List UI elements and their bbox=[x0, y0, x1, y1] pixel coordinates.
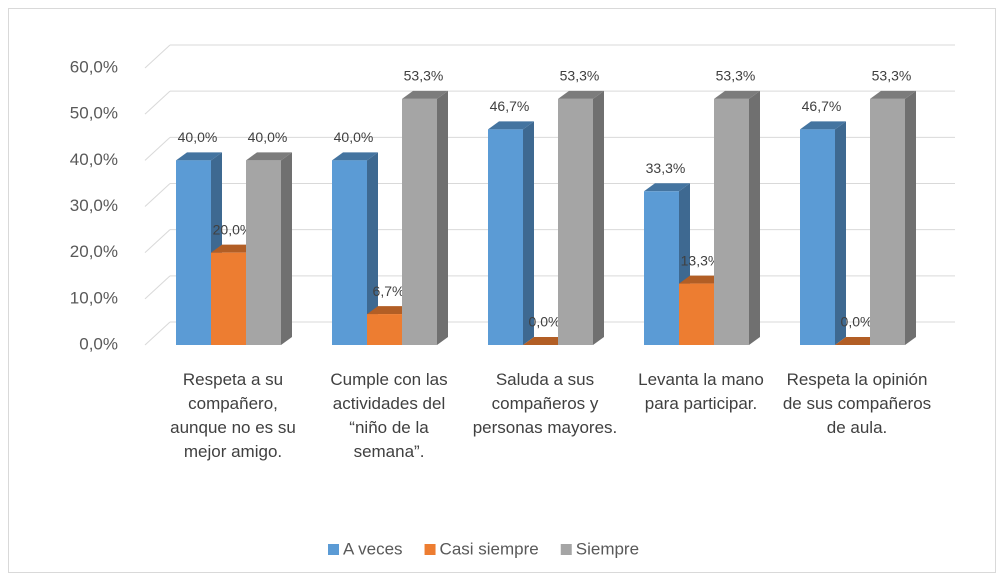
grid-line-side bbox=[144, 275, 171, 300]
bar-top bbox=[714, 90, 760, 99]
grid-line-side bbox=[144, 44, 171, 69]
bar bbox=[714, 98, 749, 345]
legend-swatch bbox=[328, 544, 339, 555]
x-tick-label: Saluda a sus compañeros y personas mayor… bbox=[472, 370, 618, 437]
data-label: 53,3% bbox=[404, 68, 444, 84]
data-label: 40,0% bbox=[334, 129, 374, 145]
bar-top bbox=[523, 337, 569, 345]
bar bbox=[246, 160, 281, 345]
bar bbox=[679, 283, 714, 345]
bar-top bbox=[176, 152, 222, 161]
chart-border bbox=[8, 8, 996, 573]
x-tick-label: Cumple con las actividades del “niño de … bbox=[330, 370, 448, 461]
grid-line-side bbox=[144, 136, 171, 161]
bar-side bbox=[367, 152, 378, 345]
bar-top bbox=[800, 121, 846, 130]
data-label: 40,0% bbox=[248, 129, 288, 145]
bar-top bbox=[644, 183, 690, 192]
bar bbox=[558, 98, 593, 345]
data-label: 13,3% bbox=[681, 252, 721, 268]
bar bbox=[402, 98, 437, 345]
x-tick-label: Respeta la opinión de sus compañeros de … bbox=[782, 370, 932, 437]
grid-line-side bbox=[144, 90, 171, 115]
bar-top bbox=[332, 152, 378, 161]
y-tick-label: 0,0% bbox=[79, 334, 118, 353]
x-tick-label: Levanta la mano para participar. bbox=[638, 370, 764, 413]
bar bbox=[211, 252, 246, 345]
bar bbox=[176, 160, 211, 345]
bar-top bbox=[246, 152, 292, 161]
legend-label: Siempre bbox=[576, 539, 639, 558]
bar-top bbox=[870, 90, 916, 99]
legend-label: A veces bbox=[343, 539, 403, 558]
y-tick-label: 60,0% bbox=[70, 57, 118, 76]
bar-side bbox=[905, 90, 916, 345]
bar-top bbox=[558, 90, 604, 99]
bar bbox=[644, 191, 679, 345]
bar-top bbox=[367, 306, 413, 315]
bar-top bbox=[835, 337, 881, 345]
bar-side bbox=[835, 121, 846, 345]
data-label: 20,0% bbox=[213, 221, 253, 237]
x-tick-label: Respeta a su compañero, aunque no es su … bbox=[170, 370, 296, 461]
legend-label: Casi siempre bbox=[440, 539, 539, 558]
data-label: 46,7% bbox=[490, 98, 530, 114]
bar-side bbox=[749, 90, 760, 345]
legend-swatch bbox=[560, 544, 572, 555]
data-label: 0,0% bbox=[529, 314, 561, 330]
bar bbox=[800, 129, 835, 345]
bar bbox=[332, 160, 367, 345]
y-tick-label: 50,0% bbox=[70, 104, 118, 123]
bar-side bbox=[523, 121, 534, 345]
data-label: 53,3% bbox=[872, 68, 912, 84]
bar-top bbox=[488, 121, 534, 130]
y-tick-label: 30,0% bbox=[70, 196, 118, 215]
y-tick-label: 10,0% bbox=[70, 288, 118, 307]
bar bbox=[367, 314, 402, 345]
bar-side bbox=[281, 152, 292, 345]
legend-swatch bbox=[424, 544, 436, 555]
grid-line-side bbox=[144, 321, 171, 346]
data-label: 0,0% bbox=[841, 314, 873, 330]
bar-top bbox=[402, 90, 448, 99]
bar-top bbox=[679, 275, 725, 284]
grid-line-side bbox=[144, 183, 171, 207]
bar-side bbox=[593, 90, 604, 345]
y-tick-label: 20,0% bbox=[70, 242, 118, 261]
data-label: 46,7% bbox=[802, 98, 842, 114]
data-label: 40,0% bbox=[178, 129, 218, 145]
grid-line-side bbox=[144, 229, 171, 254]
data-label: 6,7% bbox=[373, 283, 405, 299]
y-tick-label: 40,0% bbox=[70, 150, 118, 169]
data-label: 33,3% bbox=[646, 160, 686, 176]
bar bbox=[870, 98, 905, 345]
bar bbox=[488, 129, 523, 345]
bar-side bbox=[437, 90, 448, 345]
bar-top bbox=[211, 244, 257, 253]
data-label: 53,3% bbox=[560, 68, 600, 84]
data-label: 53,3% bbox=[716, 68, 756, 84]
